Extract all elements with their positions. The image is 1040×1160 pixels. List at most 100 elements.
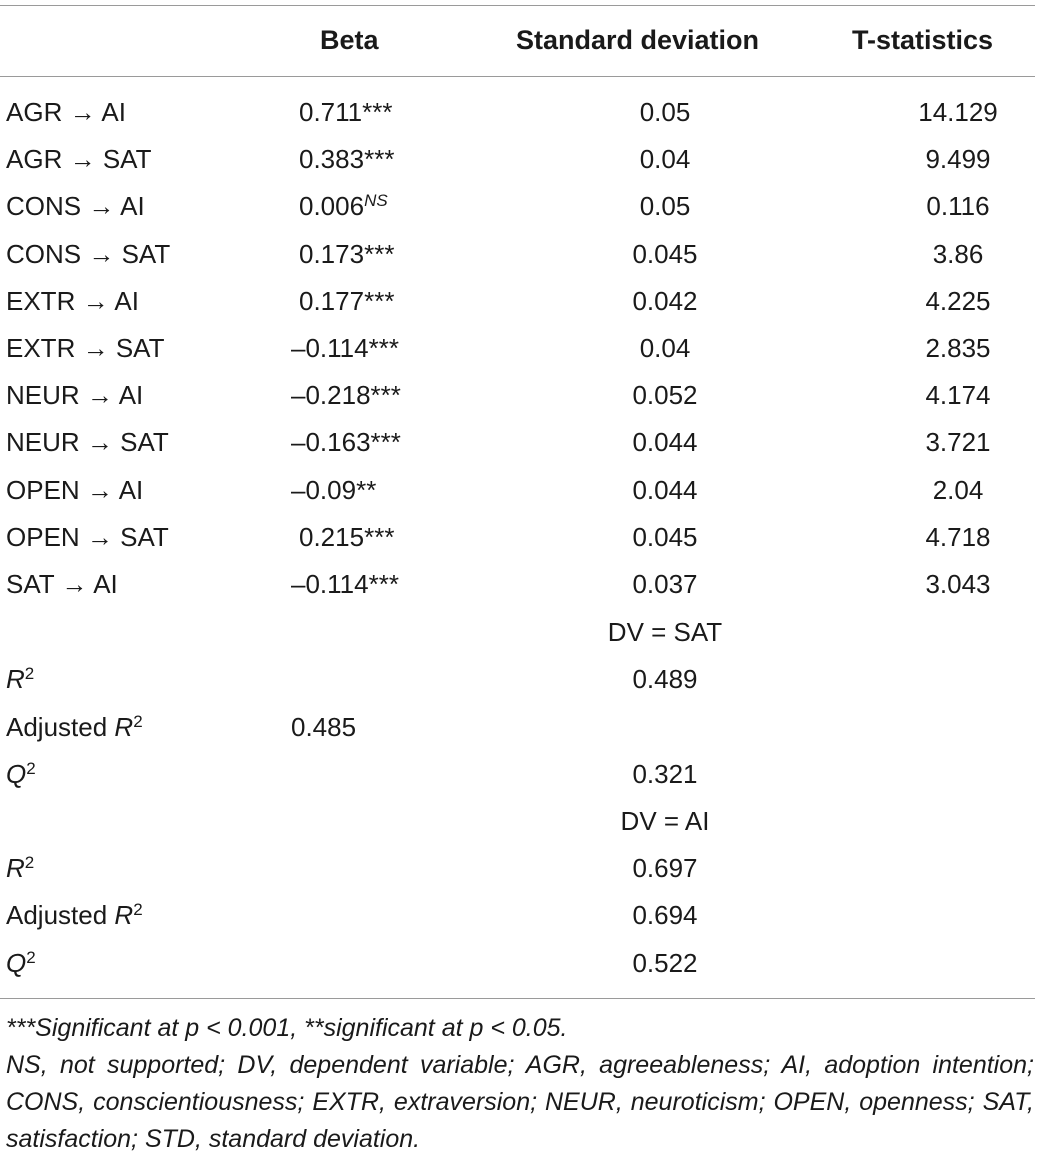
table-row: EXTR → AI 0.177*** 0.042 4.225 xyxy=(0,278,1040,325)
dv-sat-q2-value: 0.321 xyxy=(632,759,698,789)
sd-cell: 0.052 xyxy=(632,380,698,410)
arrow-icon: → xyxy=(86,380,113,410)
table-row: NEUR → SAT –0.163*** 0.044 3.721 xyxy=(0,419,1040,466)
dv-ai-q2-row: Q2 0.522 xyxy=(0,940,1040,987)
dv-ai-adj-r2-value: 0.694 xyxy=(632,900,698,930)
table-row: AGR → SAT 0.383*** 0.04 9.499 xyxy=(0,136,1040,183)
beta-cell: 0.711*** xyxy=(299,97,393,127)
sd-cell: 0.04 xyxy=(639,333,691,363)
dv-ai-label: DV = AI xyxy=(620,806,710,836)
path-label: NEUR → SAT xyxy=(6,427,169,457)
arrow-icon: → xyxy=(69,97,96,127)
table-row: OPEN → SAT 0.215*** 0.045 4.718 xyxy=(0,514,1040,561)
table-row: SAT → AI –0.114*** 0.037 3.043 xyxy=(0,561,1040,608)
t-stat-cell: 3.721 xyxy=(925,427,991,457)
table-row: CONS → SAT 0.173*** 0.045 3.86 xyxy=(0,231,1040,278)
dv-ai-row: DV = AI xyxy=(0,798,1040,845)
beta-cell: 0.383*** xyxy=(299,144,395,174)
arrow-icon: → xyxy=(86,522,113,552)
dv-sat-r2-value: 0.489 xyxy=(632,664,698,694)
header-beta: Beta xyxy=(320,25,379,55)
table-row: CONS → AI 0.006NS 0.05 0.116 xyxy=(0,183,1040,230)
path-label: NEUR → AI xyxy=(6,380,144,410)
arrow-icon: → xyxy=(69,144,96,174)
sd-cell: 0.045 xyxy=(632,522,698,552)
path-label: EXTR → AI xyxy=(6,286,139,316)
beta-cell: –0.218*** xyxy=(291,380,401,410)
table-top-rule xyxy=(0,5,1035,6)
arrow-icon: → xyxy=(88,191,115,221)
beta-cell: –0.114*** xyxy=(291,569,399,599)
path-label: CONS → SAT xyxy=(6,239,171,269)
t-stat-cell: 2.04 xyxy=(932,475,984,505)
beta-cell: –0.163*** xyxy=(291,427,401,457)
table-header-rule xyxy=(0,76,1035,77)
adj-r2-label: Adjusted R2 xyxy=(6,712,143,742)
significance-mark: ** xyxy=(356,475,377,505)
dv-ai-r2-value: 0.697 xyxy=(632,853,698,883)
significance-mark: *** xyxy=(368,333,399,363)
t-stat-cell: 4.174 xyxy=(925,380,991,410)
dv-ai-q2-value: 0.522 xyxy=(632,948,698,978)
r2-label: R2 xyxy=(6,853,35,883)
dv-sat-r2-row: R2 0.489 xyxy=(0,656,1040,703)
footnote-significance: ***Significant at p < 0.001, **significa… xyxy=(6,1014,568,1042)
significance-mark: NS xyxy=(364,191,388,210)
beta-cell: 0.006NS xyxy=(299,191,388,221)
dv-sat-adj-r2-row: Adjusted R2 0.485 xyxy=(0,704,1040,751)
t-stat-cell: 2.835 xyxy=(925,333,991,363)
beta-cell: 0.173*** xyxy=(299,239,395,269)
dv-sat-adj-r2-value: 0.485 xyxy=(291,712,357,742)
table-bottom-rule xyxy=(0,998,1035,999)
significance-mark: *** xyxy=(370,380,401,410)
dv-ai-adj-r2-row: Adjusted R2 0.694 xyxy=(0,892,1040,939)
significance-mark: *** xyxy=(364,144,395,174)
beta-cell: 0.215*** xyxy=(299,522,395,552)
sd-cell: 0.05 xyxy=(639,191,691,221)
significance-mark: *** xyxy=(364,286,395,316)
significance-mark: *** xyxy=(370,427,401,457)
t-stat-cell: 4.225 xyxy=(925,286,991,316)
dv-sat-q2-row: Q2 0.321 xyxy=(0,751,1040,798)
significance-mark: *** xyxy=(364,522,395,552)
table-row: EXTR → SAT –0.114*** 0.04 2.835 xyxy=(0,325,1040,372)
t-stat-cell: 0.116 xyxy=(926,191,990,221)
q2-label: Q2 xyxy=(6,759,36,789)
t-stat-cell: 3.86 xyxy=(932,239,984,269)
table-row: OPEN → AI –0.09** 0.044 2.04 xyxy=(0,467,1040,514)
r2-label: R2 xyxy=(6,664,35,694)
t-stat-cell: 4.718 xyxy=(925,522,991,552)
path-label: OPEN → AI xyxy=(6,475,144,505)
sd-cell: 0.04 xyxy=(639,144,691,174)
table-row: NEUR → AI –0.218*** 0.052 4.174 xyxy=(0,372,1040,419)
sd-cell: 0.05 xyxy=(639,97,691,127)
significance-mark: *** xyxy=(368,569,399,599)
q2-label: Q2 xyxy=(6,948,36,978)
sd-cell: 0.044 xyxy=(632,475,698,505)
path-label: AGR → AI xyxy=(6,97,126,127)
t-stat-cell: 14.129 xyxy=(918,97,998,127)
beta-cell: 0.177*** xyxy=(299,286,395,316)
t-stat-cell: 9.499 xyxy=(925,144,991,174)
table-row: AGR → AI 0.711*** 0.05 14.129 xyxy=(0,89,1040,136)
path-label: SAT → AI xyxy=(6,569,118,599)
path-label: OPEN → SAT xyxy=(6,522,169,552)
arrow-icon: → xyxy=(61,569,88,599)
path-label: CONS → AI xyxy=(6,191,145,221)
t-stat-cell: 3.043 xyxy=(925,569,991,599)
arrow-icon: → xyxy=(82,333,109,363)
table-footnotes: ***Significant at p < 0.001, **significa… xyxy=(6,1010,1034,1158)
arrow-icon: → xyxy=(82,286,109,316)
dv-sat-row: DV = SAT xyxy=(0,609,1040,656)
sd-cell: 0.045 xyxy=(632,239,698,269)
arrow-icon: → xyxy=(88,239,115,269)
sd-cell: 0.037 xyxy=(632,569,698,599)
footnote-abbreviations: NS, not supported; DV, dependent variabl… xyxy=(6,1051,1034,1153)
sd-cell: 0.044 xyxy=(632,427,698,457)
beta-cell: –0.114*** xyxy=(291,333,399,363)
path-label: EXTR → SAT xyxy=(6,333,165,363)
dv-ai-r2-row: R2 0.697 xyxy=(0,845,1040,892)
sd-cell: 0.042 xyxy=(632,286,698,316)
dv-sat-label: DV = SAT xyxy=(607,617,723,647)
adj-r2-label: Adjusted R2 xyxy=(6,900,143,930)
